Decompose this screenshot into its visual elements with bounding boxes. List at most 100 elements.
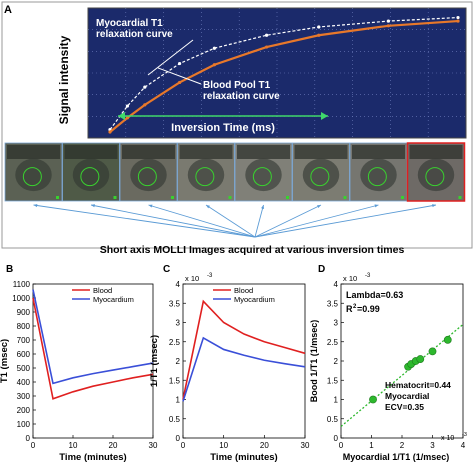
- y-tick-label: 3.5: [327, 299, 339, 308]
- scatter-point: [416, 355, 425, 363]
- x-tick-label: 1: [369, 441, 374, 450]
- x-axis-label: Time (minutes): [210, 452, 277, 463]
- myocardium-roi-circle: [22, 167, 42, 187]
- x-tick-label: 10: [219, 441, 228, 450]
- y-tick-label: 700: [17, 336, 31, 345]
- x-tick-label: 0: [181, 441, 186, 450]
- annotation-blood-line2: relaxation curve: [203, 91, 280, 102]
- panel-a-blood-point: [317, 33, 321, 37]
- y-tick-label: 4: [176, 280, 181, 289]
- x-tick-label: 20: [109, 441, 118, 450]
- panel-letter-a: A: [4, 4, 12, 16]
- panel-letter-b: B: [6, 264, 13, 275]
- y-tick-label: 4: [334, 280, 339, 289]
- connector-arrowhead: [206, 205, 210, 209]
- connector-arrowhead: [317, 205, 321, 209]
- y-tick-label: 0: [26, 434, 31, 443]
- annotation-blood-leader: [157, 67, 202, 85]
- annotation-hematocrit: Hematocrit=0.44: [385, 380, 451, 390]
- scatter-point: [443, 335, 452, 344]
- y-tick-label: 1: [334, 396, 339, 405]
- myocardium-roi-circle: [310, 167, 330, 187]
- y-tick-label: 2.5: [327, 338, 339, 347]
- panel-a-myocardial-point: [143, 85, 147, 89]
- legend-label-myocardium: Myocardium: [93, 295, 134, 304]
- y-tick-label: 1.5: [169, 376, 181, 385]
- myocardium-roi-circle: [367, 167, 387, 187]
- connector-arrowhead: [261, 205, 265, 209]
- panel-a-blood-point: [108, 130, 112, 134]
- x-tick-label: 0: [339, 441, 344, 450]
- x-tick-label: 4: [461, 441, 466, 450]
- annotation-myocardial-curve: Myocardial T1 relaxation curve: [96, 18, 173, 40]
- panel-letter-c: C: [163, 264, 170, 275]
- panel-a-plot: Myocardial T1 relaxation curve Blood Pool …: [87, 7, 467, 139]
- annotation-myocardial-leader: [147, 39, 194, 76]
- scatter-point: [428, 347, 437, 356]
- myocardium-roi-circle: [195, 167, 215, 187]
- y-tick-label: 1.5: [327, 376, 339, 385]
- myocardium-roi-circle: [252, 167, 272, 187]
- annotation-lambda: Lambda=0.63: [346, 290, 403, 300]
- connector-line: [148, 204, 256, 238]
- panel-letter-d: D: [318, 264, 325, 275]
- annotation-myocardial-line2: relaxation curve: [96, 29, 173, 40]
- molli-image-marker: [56, 196, 59, 199]
- molli-image-anatomy: [417, 158, 455, 192]
- annotation-blood-line1: Blood Pool T1: [203, 80, 271, 91]
- molli-image-header: [7, 145, 60, 159]
- molli-image-header: [237, 145, 290, 159]
- axis-exponent-power: -3: [207, 273, 213, 279]
- molli-image-anatomy: [187, 158, 225, 192]
- panel-a-blood-point: [125, 116, 129, 120]
- scatter-point: [369, 395, 377, 404]
- molli-image-marker: [286, 196, 289, 199]
- axis-exponent: x 10: [185, 274, 199, 283]
- myocardium-roi-circle: [80, 167, 100, 187]
- connector-line: [254, 204, 322, 238]
- x-axis-label: Myocardial 1/T1 (1/msec): [343, 452, 450, 462]
- x-tick-label: 10: [69, 441, 78, 450]
- myocardium-roi-circle: [425, 167, 445, 187]
- myocardium-roi-circle: [137, 167, 157, 187]
- y-axis-label: Bood 1/T1 (1/msec): [309, 320, 319, 403]
- inversion-time-arrowhead-left: [118, 112, 125, 120]
- connector-line: [205, 204, 256, 238]
- y-tick-label: 300: [17, 392, 31, 401]
- x-tick-label: 30: [149, 441, 158, 450]
- y-tick-label: 1000: [12, 294, 30, 303]
- plot-area: [182, 283, 306, 439]
- y-tick-label: 400: [17, 378, 31, 387]
- molli-image-strip: [4, 142, 466, 202]
- panel-d-chart: 0 1 2 3 4 0 0.5 1 1.5 2 2.5 3 3.5 4 Myocardial 1/T1 (1…: [309, 273, 467, 462]
- panel-a-myocardial-point: [456, 15, 460, 20]
- panel-a-myocardial-point: [317, 25, 321, 29]
- plot-area: [340, 283, 464, 439]
- annotation-ecv-line2: ECV=0.35: [385, 402, 424, 412]
- molli-image-anatomy: [360, 158, 397, 192]
- molli-image-marker: [171, 196, 174, 199]
- molli-image-anatomy: [72, 158, 110, 192]
- y-axis-exponent: x 10: [343, 274, 357, 283]
- y-axis-exponent-power: -3: [365, 273, 371, 279]
- panel-a-myocardial-point: [386, 19, 390, 23]
- molli-image-header: [122, 145, 175, 159]
- molli-image-anatomy: [15, 158, 52, 192]
- panel-a-myocardial-point: [265, 33, 269, 37]
- panel-a-blood-point: [143, 103, 147, 107]
- y-tick-label: 1100: [13, 280, 31, 289]
- y-tick-label: 100: [17, 420, 31, 429]
- inversion-time-label: Inversion Time (ms): [171, 122, 275, 134]
- panel-a-myocardial-point: [212, 46, 216, 50]
- y-tick-label: 0.5: [169, 415, 181, 424]
- molli-image-anatomy: [302, 158, 340, 192]
- molli-image-header: [409, 145, 463, 159]
- connector-line: [254, 204, 379, 238]
- molli-image-header: [64, 145, 118, 159]
- connector-line: [90, 204, 256, 238]
- annotation-r2: R: [346, 304, 353, 314]
- molli-image-header: [294, 145, 348, 159]
- figure-caption: Short axis MOLLI Images acquired at vari…: [100, 244, 405, 256]
- connector-arrows: [33, 203, 437, 238]
